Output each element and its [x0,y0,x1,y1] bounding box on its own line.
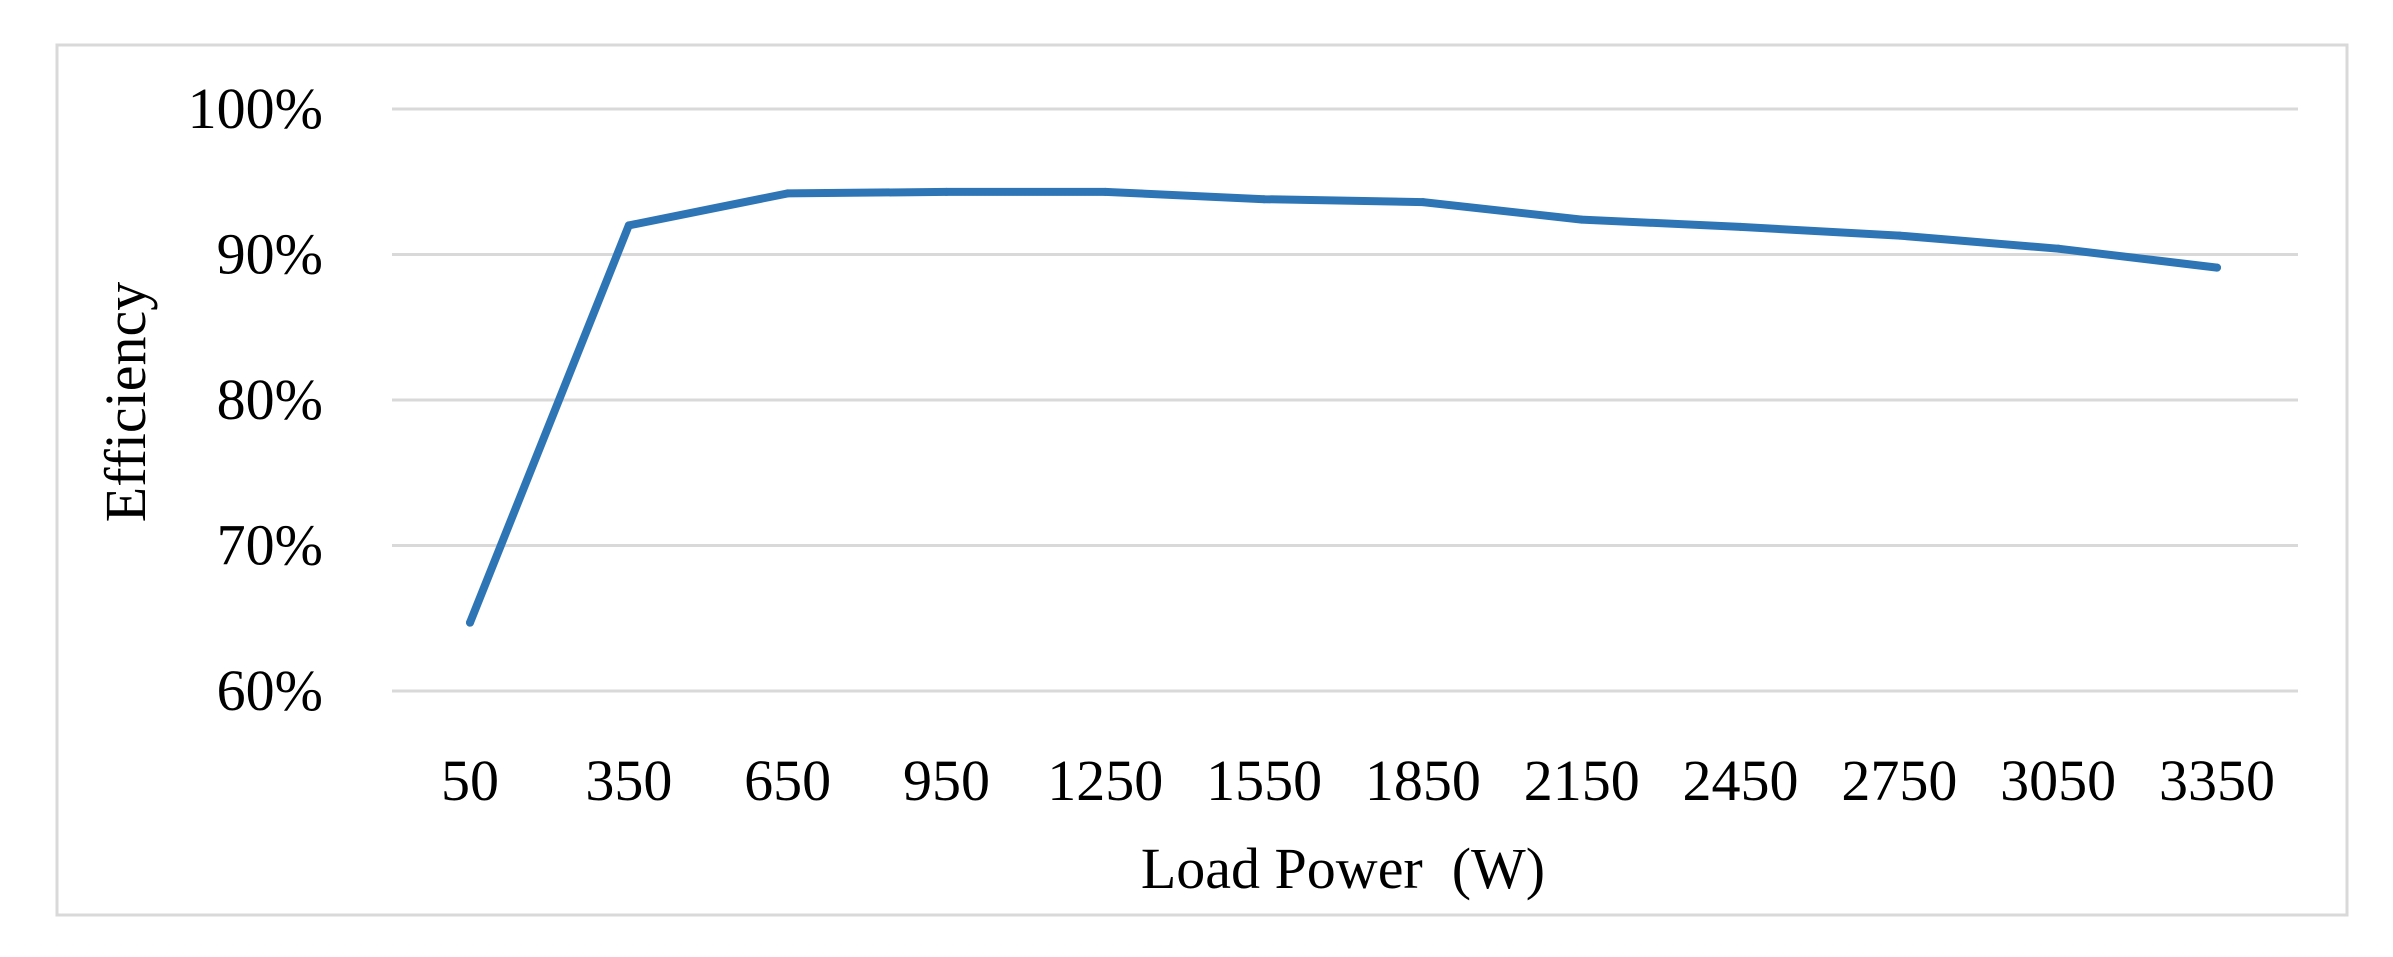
x-tick-label: 3350 [2159,748,2275,813]
data-point [1577,215,1586,224]
y-tick-label: 70% [217,513,323,578]
y-axis-tick-labels: 60% 70% 80% 90% 100% [188,76,323,723]
x-tick-label: 350 [585,748,672,813]
data-point [1736,222,1745,231]
y-axis-title: Efficiency [93,282,158,522]
series-layer [466,187,2221,627]
data-point [2213,263,2221,272]
data-point [1101,187,1110,196]
x-axis-tick-labels: 50 350 650 950 1250 1550 1850 2150 2450 2750 3050 3… [441,748,2275,813]
x-tick-label: 650 [744,748,831,813]
y-tick-label: 60% [217,658,323,723]
chart-border [55,43,2349,917]
y-tick-label: 90% [217,222,323,287]
y-tick-label: 80% [217,367,323,432]
data-point [783,189,792,198]
x-tick-label: 2150 [1524,748,1640,813]
x-tick-label: 950 [903,748,990,813]
x-tick-label: 1850 [1365,748,1481,813]
data-point [1260,195,1269,204]
gridlines [392,107,2298,693]
data-point [942,187,951,196]
data-point [466,618,474,627]
x-tick-label: 3050 [2000,748,2116,813]
x-tick-label: 2450 [1683,748,1799,813]
data-point [1418,198,1427,207]
data-point [2054,244,2063,253]
x-tick-label: 50 [441,748,499,813]
x-tick-label: 1250 [1047,748,1163,813]
x-tick-label: 2750 [1841,748,1957,813]
x-axis-title: Load Power (W) [1141,836,1545,901]
data-point [1895,231,1904,240]
x-tick-label: 1550 [1206,748,1322,813]
y-tick-label: 100% [188,76,323,141]
efficiency-line [466,187,2221,627]
data-point [624,221,633,230]
